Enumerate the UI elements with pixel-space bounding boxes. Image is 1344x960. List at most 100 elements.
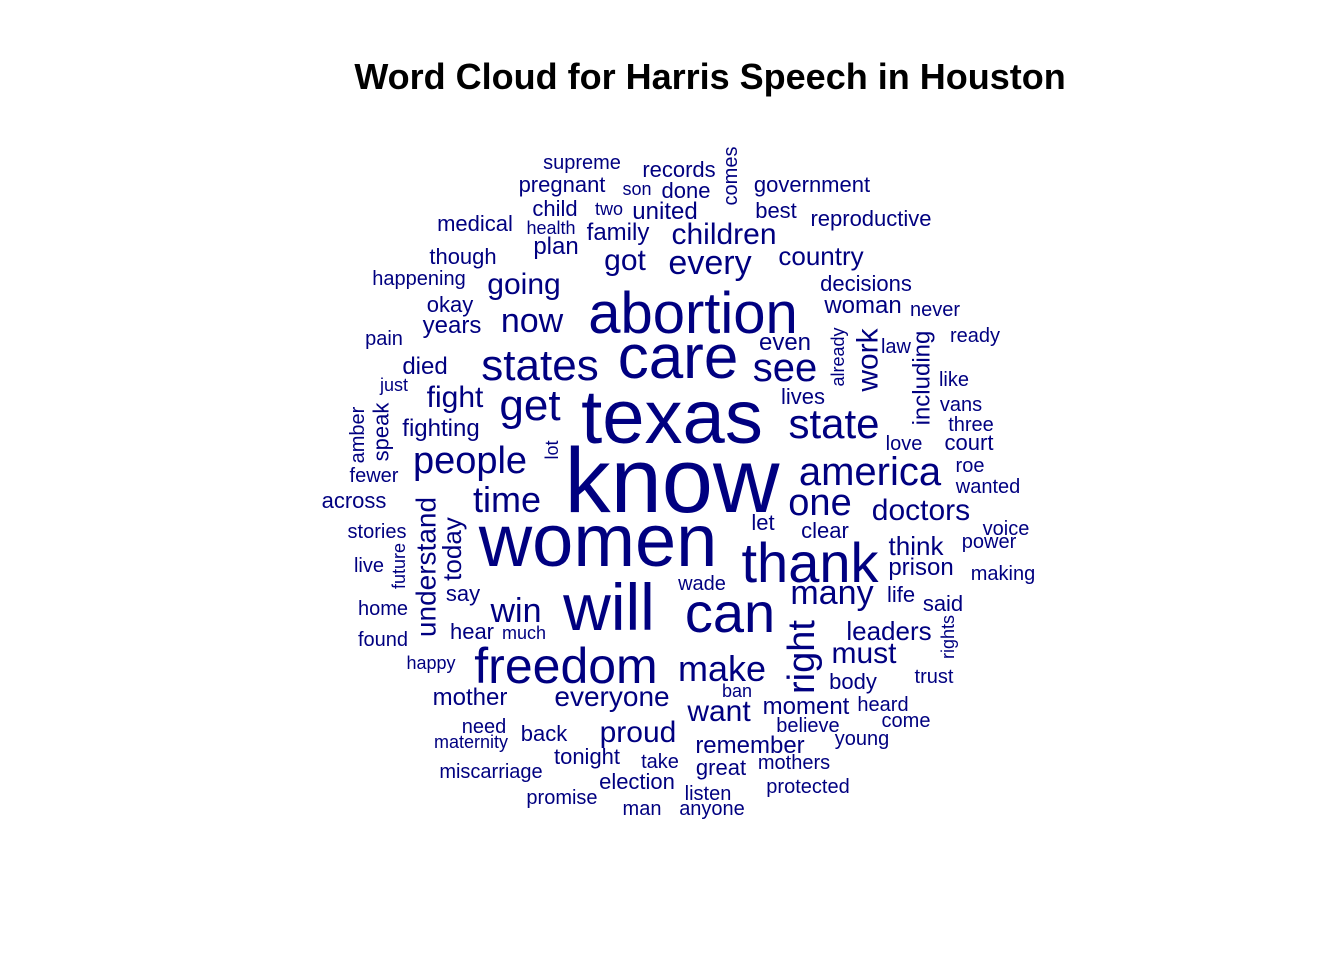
- word-happening: happening: [372, 268, 465, 290]
- word-leaders: leaders: [846, 616, 931, 646]
- word-everyone: everyone: [554, 681, 669, 712]
- word-say: say: [446, 581, 480, 606]
- word-rights: rights: [938, 615, 958, 659]
- word-said: said: [923, 591, 963, 616]
- word-tonight: tonight: [554, 744, 620, 769]
- word-mothers: mothers: [758, 752, 830, 774]
- word-fewer: fewer: [350, 465, 399, 487]
- word-heard: heard: [857, 694, 908, 716]
- word-fight: fight: [427, 381, 484, 414]
- word-love: love: [886, 433, 923, 455]
- word-think: think: [889, 531, 945, 561]
- word-health: health: [526, 218, 575, 238]
- word-lives: lives: [781, 384, 825, 409]
- word-done: done: [662, 178, 711, 203]
- word-miscarriage: miscarriage: [439, 761, 542, 783]
- word-promise: promise: [526, 787, 597, 809]
- word-including: including: [909, 331, 936, 426]
- word-people: people: [413, 440, 527, 482]
- word-medical: medical: [437, 211, 513, 236]
- word-now: now: [501, 302, 564, 340]
- word-across: across: [322, 488, 387, 513]
- word-need: need: [462, 716, 507, 738]
- word-win: win: [489, 592, 541, 630]
- word-child: child: [532, 196, 577, 221]
- word-care: care: [618, 323, 739, 392]
- word-reproductive: reproductive: [810, 206, 931, 231]
- word-country: country: [778, 241, 863, 271]
- word-clear: clear: [801, 518, 849, 543]
- word-vans: vans: [940, 394, 982, 416]
- word-young: young: [835, 728, 890, 750]
- word-hear: hear: [450, 619, 494, 644]
- word-records: records: [642, 157, 715, 182]
- word-woman: woman: [823, 292, 901, 319]
- word-ban: ban: [722, 681, 752, 701]
- word-already: already: [828, 327, 848, 386]
- word-come: come: [882, 710, 931, 732]
- word-trust: trust: [915, 666, 954, 688]
- word-prison: prison: [888, 554, 953, 581]
- word-many: many: [790, 574, 873, 612]
- word-states: states: [481, 341, 598, 390]
- word-abortion: abortion: [588, 281, 798, 346]
- word-anyone: anyone: [679, 798, 745, 820]
- word-back: back: [521, 721, 568, 746]
- word-three: three: [948, 414, 994, 436]
- word-texas: texas: [581, 375, 763, 460]
- word-even: even: [759, 329, 811, 356]
- word-home: home: [358, 598, 408, 620]
- word-know: know: [565, 430, 780, 532]
- word-will: will: [562, 570, 655, 644]
- word-wade: wade: [677, 573, 726, 595]
- word-right: right: [781, 620, 823, 694]
- word-family: family: [587, 219, 650, 246]
- word-ready: ready: [950, 325, 1000, 347]
- word-understand: understand: [411, 497, 442, 637]
- word-stories: stories: [348, 521, 407, 543]
- word-years: years: [423, 312, 482, 339]
- word-happy: happy: [406, 653, 455, 673]
- word-roe: roe: [956, 455, 985, 477]
- word-going: going: [487, 268, 560, 301]
- word-pregnant: pregnant: [519, 172, 606, 197]
- word-one: one: [788, 482, 851, 524]
- word-making: making: [971, 563, 1035, 585]
- word-proud: proud: [600, 716, 677, 749]
- word-protected: protected: [766, 776, 849, 798]
- word-take: take: [641, 751, 679, 773]
- word-fighting: fighting: [402, 415, 479, 442]
- word-two: two: [595, 199, 623, 219]
- word-want: want: [686, 695, 751, 728]
- word-body: body: [829, 669, 877, 694]
- word-like: like: [939, 369, 969, 391]
- word-work: work: [852, 327, 885, 392]
- word-though: though: [429, 244, 496, 269]
- word-children: children: [671, 218, 776, 251]
- word-can: can: [685, 581, 775, 644]
- word-son: son: [622, 179, 651, 199]
- word-life: life: [887, 582, 915, 607]
- word-great: great: [696, 755, 746, 780]
- word-comes: comes: [720, 147, 742, 206]
- word-pain: pain: [365, 328, 403, 350]
- word-must: must: [831, 637, 897, 670]
- word-state: state: [788, 400, 879, 447]
- word-never: never: [910, 299, 960, 321]
- word-just: just: [379, 375, 408, 395]
- word-get: get: [499, 381, 560, 430]
- word-time: time: [473, 479, 541, 520]
- word-moment: moment: [763, 693, 850, 720]
- word-listen: listen: [685, 783, 732, 805]
- word-supreme: supreme: [543, 152, 621, 174]
- word-voice: voice: [983, 518, 1030, 540]
- word-found: found: [358, 629, 408, 651]
- word-future: future: [389, 543, 409, 589]
- word-lot: lot: [542, 440, 562, 459]
- word-doctors: doctors: [872, 494, 970, 527]
- word-let: let: [751, 510, 774, 535]
- word-court: court: [945, 430, 994, 455]
- word-maternity: maternity: [434, 732, 508, 752]
- word-mother: mother: [433, 684, 508, 711]
